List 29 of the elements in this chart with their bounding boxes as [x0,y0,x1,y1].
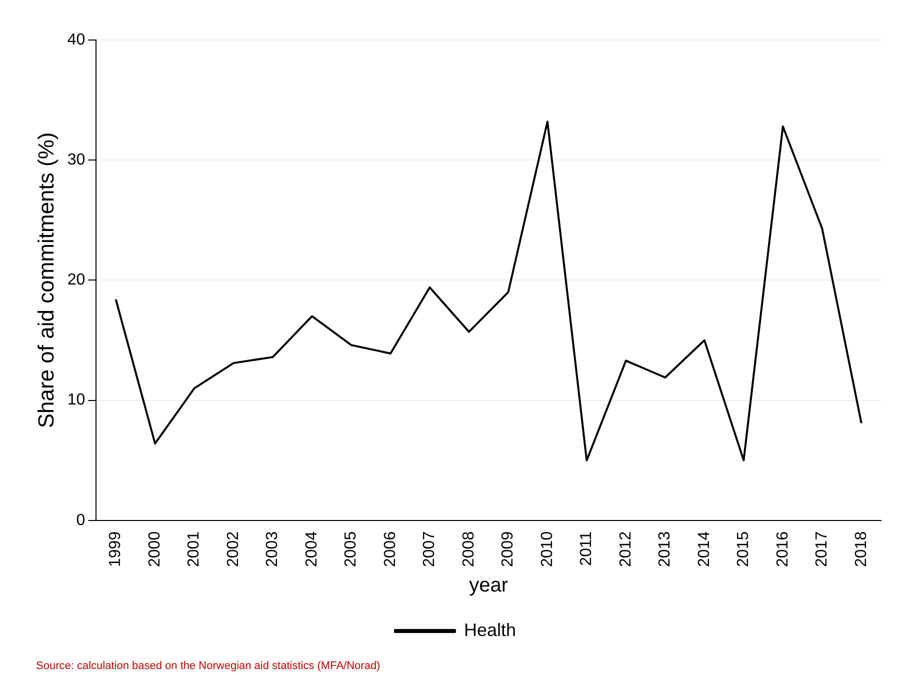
x-tick-label: 2010 [538,531,556,567]
x-tick-label: 2001 [186,531,203,567]
x-tick-label: 2012 [617,531,634,567]
x-tick-label: 2015 [735,531,752,567]
legend-label: Health [464,620,516,640]
y-axis-title: Share of aid commitments (%) [33,132,58,428]
source-note: Source: calculation based on the Norwegian aid statistics (MFA/Norad) [36,660,382,672]
x-tick-label: 2002 [224,531,242,567]
x-tick-label: 2007 [421,531,438,567]
x-tick-label: 2016 [774,531,792,567]
y-tick-label: 10 [67,392,86,409]
x-tick-label: 2005 [342,531,360,567]
x-tick-label: 2014 [696,531,713,567]
x-tick-label: 2013 [656,531,674,567]
y-tick-label: 30 [67,152,86,169]
x-tick-label: 2000 [146,531,164,567]
x-tick-label: 2003 [264,531,282,567]
x-tick-label: 2009 [500,531,517,567]
y-tick-label: 40 [67,31,86,48]
x-tick-label: 2018 [852,531,870,567]
x-tick-label: 2006 [382,531,399,567]
x-tick-label: 2004 [303,531,320,567]
x-tick-label: 2017 [814,531,831,567]
y-tick-label: 0 [76,512,86,529]
x-tick-label: 2008 [460,531,478,567]
x-axis-title: year [469,574,508,597]
x-tick-label: 1999 [107,531,124,567]
x-tick-label: 2011 [578,531,596,566]
y-tick-label: 20 [67,272,86,289]
